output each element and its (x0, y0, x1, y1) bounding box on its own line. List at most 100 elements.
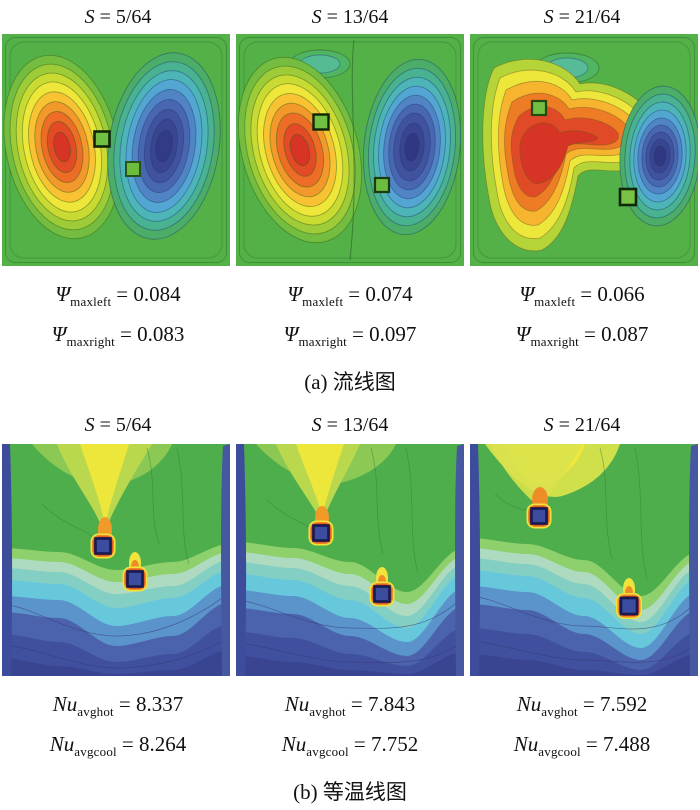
heat-source-square-1 (530, 99, 548, 117)
isotherm-plot-1 (2, 444, 230, 676)
value: = 0.097 (351, 322, 417, 346)
psi-symbol: Ψ (515, 322, 531, 346)
nu-symbol: Nu (513, 732, 539, 756)
subscript: avghot (77, 704, 114, 719)
isotherm-plot-3 (470, 444, 698, 676)
cold-wall-right (455, 444, 464, 676)
nu-avgcool-line: Nuavgcool = 7.488 (466, 728, 698, 768)
value-column: Nuavghot = 8.337 Nuavgcool = 8.264 (2, 688, 234, 768)
heat-source-2-halo (616, 578, 642, 619)
heat-source-square-2 (126, 570, 144, 588)
value: = 0.084 (116, 282, 181, 306)
heat-source-square-1 (312, 524, 330, 542)
nu-symbol: Nu (284, 692, 310, 716)
psi-maxright-line: Ψmaxright = 0.087 (466, 318, 698, 358)
title-variable: S (84, 6, 95, 28)
right-vortex (619, 85, 698, 227)
panel-title: S = 13/64 (234, 412, 466, 442)
psi-symbol: Ψ (287, 282, 303, 306)
title-value: = 21/64 (558, 6, 621, 28)
heat-source-square-2 (618, 187, 638, 207)
section-b-values: Nuavghot = 8.337 Nuavgcool = 8.264 Nuavgho… (0, 676, 700, 768)
temperature-bands (236, 542, 464, 676)
streamline-plot-2 (236, 34, 464, 266)
value: = 7.752 (353, 732, 419, 756)
subscript: avgcool (306, 744, 349, 759)
value: = 0.087 (583, 322, 649, 346)
thermal-plume (485, 444, 620, 513)
heat-source-1-halo (526, 503, 552, 529)
heat-source-square-2 (125, 161, 141, 177)
isotherm-lines-cold (470, 595, 698, 663)
nu-avghot-line: Nuavghot = 7.843 (234, 688, 466, 728)
heat-source-square-1 (312, 113, 330, 131)
title-variable: S (311, 414, 322, 436)
isotherm-lines-cold (2, 591, 230, 669)
section-b: S = 5/64 S = 13/64 S = 21/64 (0, 396, 700, 806)
heat-source-2-halo (369, 567, 395, 607)
value: = 7.592 (582, 692, 648, 716)
value-column: Ψmaxleft = 0.084 Ψmaxright = 0.083 (2, 278, 234, 358)
heat-source-1-halo (90, 533, 116, 559)
title-value: = 13/64 (326, 414, 389, 436)
subscript: maxright (530, 334, 579, 349)
value: = 0.066 (580, 282, 645, 306)
nu-avghot-line: Nuavghot = 8.337 (2, 688, 234, 728)
cold-wall-left (470, 444, 481, 676)
heat-source-square-2 (373, 585, 391, 603)
value: = 8.337 (118, 692, 184, 716)
caption-b: (b) 等温线图 (293, 780, 407, 804)
subscript: maxleft (302, 294, 344, 309)
title-variable: S (84, 414, 95, 436)
section-a: S = 5/64 S = 13/64 S = 21/64 (0, 0, 700, 396)
thermal-plume (256, 444, 396, 530)
value: = 8.264 (121, 732, 187, 756)
heat-source-square-1 (94, 537, 112, 555)
section-a-values: Ψmaxleft = 0.084 Ψmaxright = 0.083 Ψmaxlef… (0, 266, 700, 358)
subscript: maxleft (70, 294, 112, 309)
nu-avghot-line: Nuavghot = 7.592 (466, 688, 698, 728)
panel-title: S = 21/64 (466, 412, 698, 442)
panel-title: S = 5/64 (2, 412, 234, 442)
psi-maxleft-line: Ψmaxleft = 0.066 (466, 278, 698, 318)
value-column: Ψmaxleft = 0.074 Ψmaxright = 0.097 (234, 278, 466, 358)
dividing-streamline (349, 39, 355, 261)
subscript: avgcool (74, 744, 117, 759)
subscript: maxright (66, 334, 115, 349)
cold-wall-right (689, 444, 698, 676)
title-variable: S (543, 414, 554, 436)
value: = 7.488 (585, 732, 651, 756)
panel-title: S = 5/64 (2, 4, 234, 32)
nu-symbol: Nu (281, 732, 307, 756)
streamline-plot-1 (2, 34, 230, 266)
heat-source-square-2 (619, 596, 639, 616)
subscript: avghot (541, 704, 578, 719)
heat-source-square-2 (373, 176, 391, 194)
panel-title: S = 13/64 (234, 4, 466, 32)
isotherm-plot-2 (236, 444, 464, 676)
psi-maxleft-line: Ψmaxleft = 0.074 (234, 278, 466, 318)
psi-symbol: Ψ (55, 282, 71, 306)
heat-source-1-halo (308, 520, 334, 546)
title-variable: S (543, 6, 554, 28)
right-vortex (107, 52, 221, 240)
value-column: Nuavghot = 7.843 Nuavgcool = 7.752 (234, 688, 466, 768)
nu-symbol: Nu (49, 732, 75, 756)
psi-maxleft-line: Ψmaxleft = 0.084 (2, 278, 234, 318)
streamline-plots (0, 32, 700, 266)
section-b-titles: S = 5/64 S = 13/64 S = 21/64 (0, 396, 700, 442)
cold-wall-right (221, 444, 230, 676)
value: = 7.843 (350, 692, 416, 716)
subscript: maxright (298, 334, 347, 349)
psi-symbol: Ψ (51, 322, 67, 346)
nu-symbol: Nu (516, 692, 542, 716)
heat-source-square-1 (530, 507, 548, 525)
nu-avgcool-line: Nuavgcool = 7.752 (234, 728, 466, 768)
isotherm-plots (0, 442, 700, 676)
title-value: = 21/64 (558, 414, 621, 436)
psi-symbol: Ψ (519, 282, 535, 306)
psi-maxright-line: Ψmaxright = 0.097 (234, 318, 466, 358)
subscript: avghot (309, 704, 346, 719)
value: = 0.074 (348, 282, 413, 306)
